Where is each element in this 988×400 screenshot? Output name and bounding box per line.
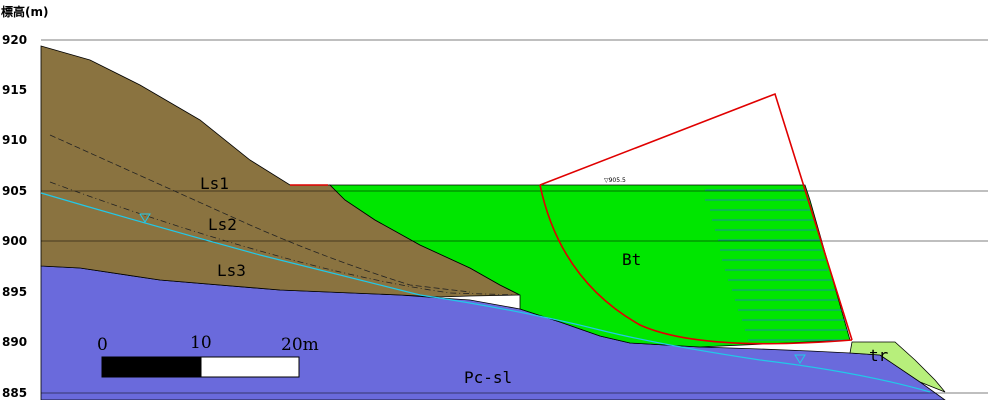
- water-level-label: ▽905.5: [604, 177, 626, 184]
- layer-label-tr: tr: [869, 346, 889, 365]
- tick-920: 920: [2, 33, 27, 47]
- layer-label-ls1: Ls1: [200, 174, 229, 193]
- reinforcement-lines: [705, 189, 852, 341]
- tick-900: 900: [2, 234, 27, 248]
- layer-label-ls3: Ls3: [217, 261, 246, 280]
- tick-905: 905: [2, 184, 27, 198]
- scale-bar-black-segment: [101, 356, 202, 378]
- elevation-gridlines: [41, 39, 988, 394]
- landslide-layer: [40, 45, 521, 298]
- groundwater-marker-1: [139, 213, 151, 223]
- ls1-ls2-boundary: [49, 134, 471, 293]
- groundwater-marker-2: [794, 354, 806, 364]
- scale-label-20m: 20m: [281, 335, 319, 355]
- tick-890: 890: [2, 335, 27, 349]
- tick-885: 885: [2, 386, 27, 400]
- slip-circle: [539, 92, 853, 345]
- groundwater-line: [40, 192, 931, 393]
- tick-895: 895: [2, 285, 27, 299]
- axis-unit-label: 標高(m): [1, 4, 48, 19]
- elevation-tick-labels: 920 915 910 905 900 895 890 885: [2, 33, 27, 400]
- layer-label-ls2: Ls2: [208, 215, 237, 234]
- tick-915: 915: [2, 83, 27, 97]
- terrace-layer-tr: [849, 341, 946, 393]
- scale-bar-white-segment: [200, 356, 300, 378]
- scale-bar: 0 10 20m: [97, 333, 319, 378]
- layer-label-bt: Bt: [622, 250, 641, 269]
- scale-label-10: 10: [190, 333, 212, 353]
- tick-910: 910: [2, 133, 27, 147]
- layer-label-pc-sl: Pc-sl: [464, 368, 512, 387]
- scale-label-0: 0: [97, 335, 108, 355]
